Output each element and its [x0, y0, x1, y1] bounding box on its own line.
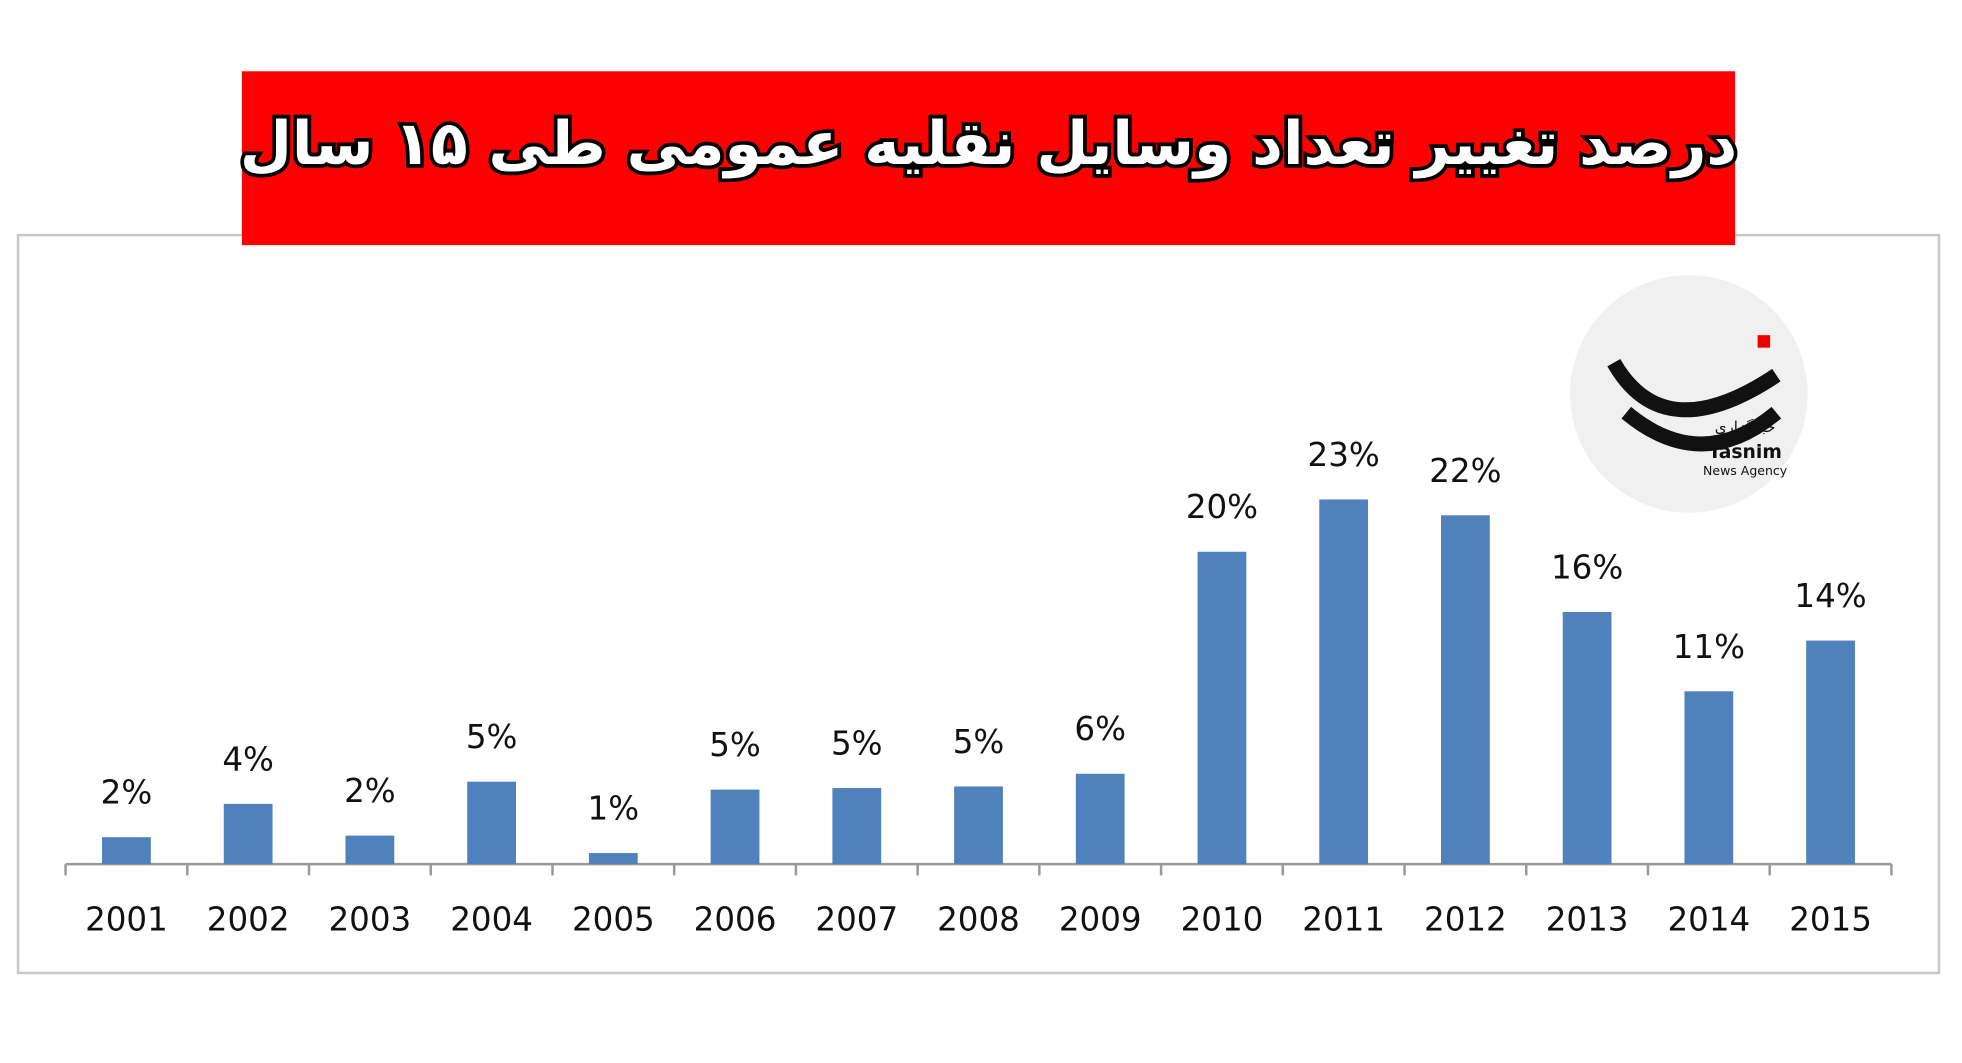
logo-name: Tasnim	[1708, 442, 1782, 463]
logo-subtitle: News Agency	[1703, 463, 1788, 478]
value-label: 5%	[953, 723, 1005, 761]
value-label: 5%	[709, 726, 761, 764]
bar	[1684, 691, 1734, 865]
value-label: 11%	[1673, 628, 1745, 666]
value-label: 4%	[222, 740, 274, 778]
bar	[1197, 551, 1247, 865]
logo-mark	[1607, 358, 1782, 452]
logo-background	[1570, 275, 1808, 513]
bar	[1075, 773, 1125, 865]
logo-dot	[1757, 335, 1771, 348]
x-tick-label: 2010	[1181, 901, 1264, 939]
chart-title: درصد تغییر تعداد وسایل نقلیه عمومی طی ۱۵…	[240, 109, 1737, 179]
x-tick-label: 2001	[85, 901, 168, 939]
bar	[1562, 612, 1612, 865]
bar	[223, 803, 273, 865]
x-tick-label: 2007	[815, 901, 898, 939]
value-label: 23%	[1308, 436, 1380, 474]
bar	[1441, 515, 1490, 865]
logo: خبرگزاری Tasnim News Agency	[1570, 275, 1808, 513]
bar	[467, 781, 516, 865]
bar	[710, 789, 760, 865]
x-tick-label: 2002	[207, 901, 290, 939]
value-label: 5%	[466, 718, 518, 756]
x-tick-label: 2011	[1302, 901, 1385, 939]
bar	[102, 837, 151, 865]
x-tick-label: 2015	[1789, 901, 1872, 939]
bar	[832, 788, 882, 865]
x-tick-label: 2004	[450, 901, 533, 939]
value-label: 14%	[1794, 577, 1866, 615]
bar	[588, 853, 638, 865]
value-label: 22%	[1429, 452, 1501, 490]
value-label: 5%	[831, 725, 883, 763]
x-tick-label: 2006	[694, 901, 777, 939]
x-tick-label: 2013	[1546, 901, 1629, 939]
logo-persian: خبرگزاری	[1715, 418, 1776, 436]
value-label: 6%	[1074, 710, 1126, 748]
bar	[954, 786, 1003, 865]
title-banner	[241, 71, 1736, 246]
x-tick-label: 2003	[329, 901, 412, 939]
x-tick-label: 2012	[1424, 901, 1507, 939]
value-label: 1%	[588, 790, 640, 828]
value-label: 2%	[344, 772, 396, 810]
value-label: 2%	[101, 774, 153, 812]
value-label: 16%	[1551, 549, 1623, 587]
bar	[1806, 640, 1855, 865]
x-tick-label: 2009	[1059, 901, 1142, 939]
value-label: 20%	[1186, 488, 1258, 526]
bar	[345, 835, 395, 865]
x-tick-label: 2014	[1667, 901, 1750, 939]
x-tick-label: 2008	[937, 901, 1020, 939]
bar	[1319, 499, 1369, 865]
x-tick-label: 2005	[572, 901, 655, 939]
